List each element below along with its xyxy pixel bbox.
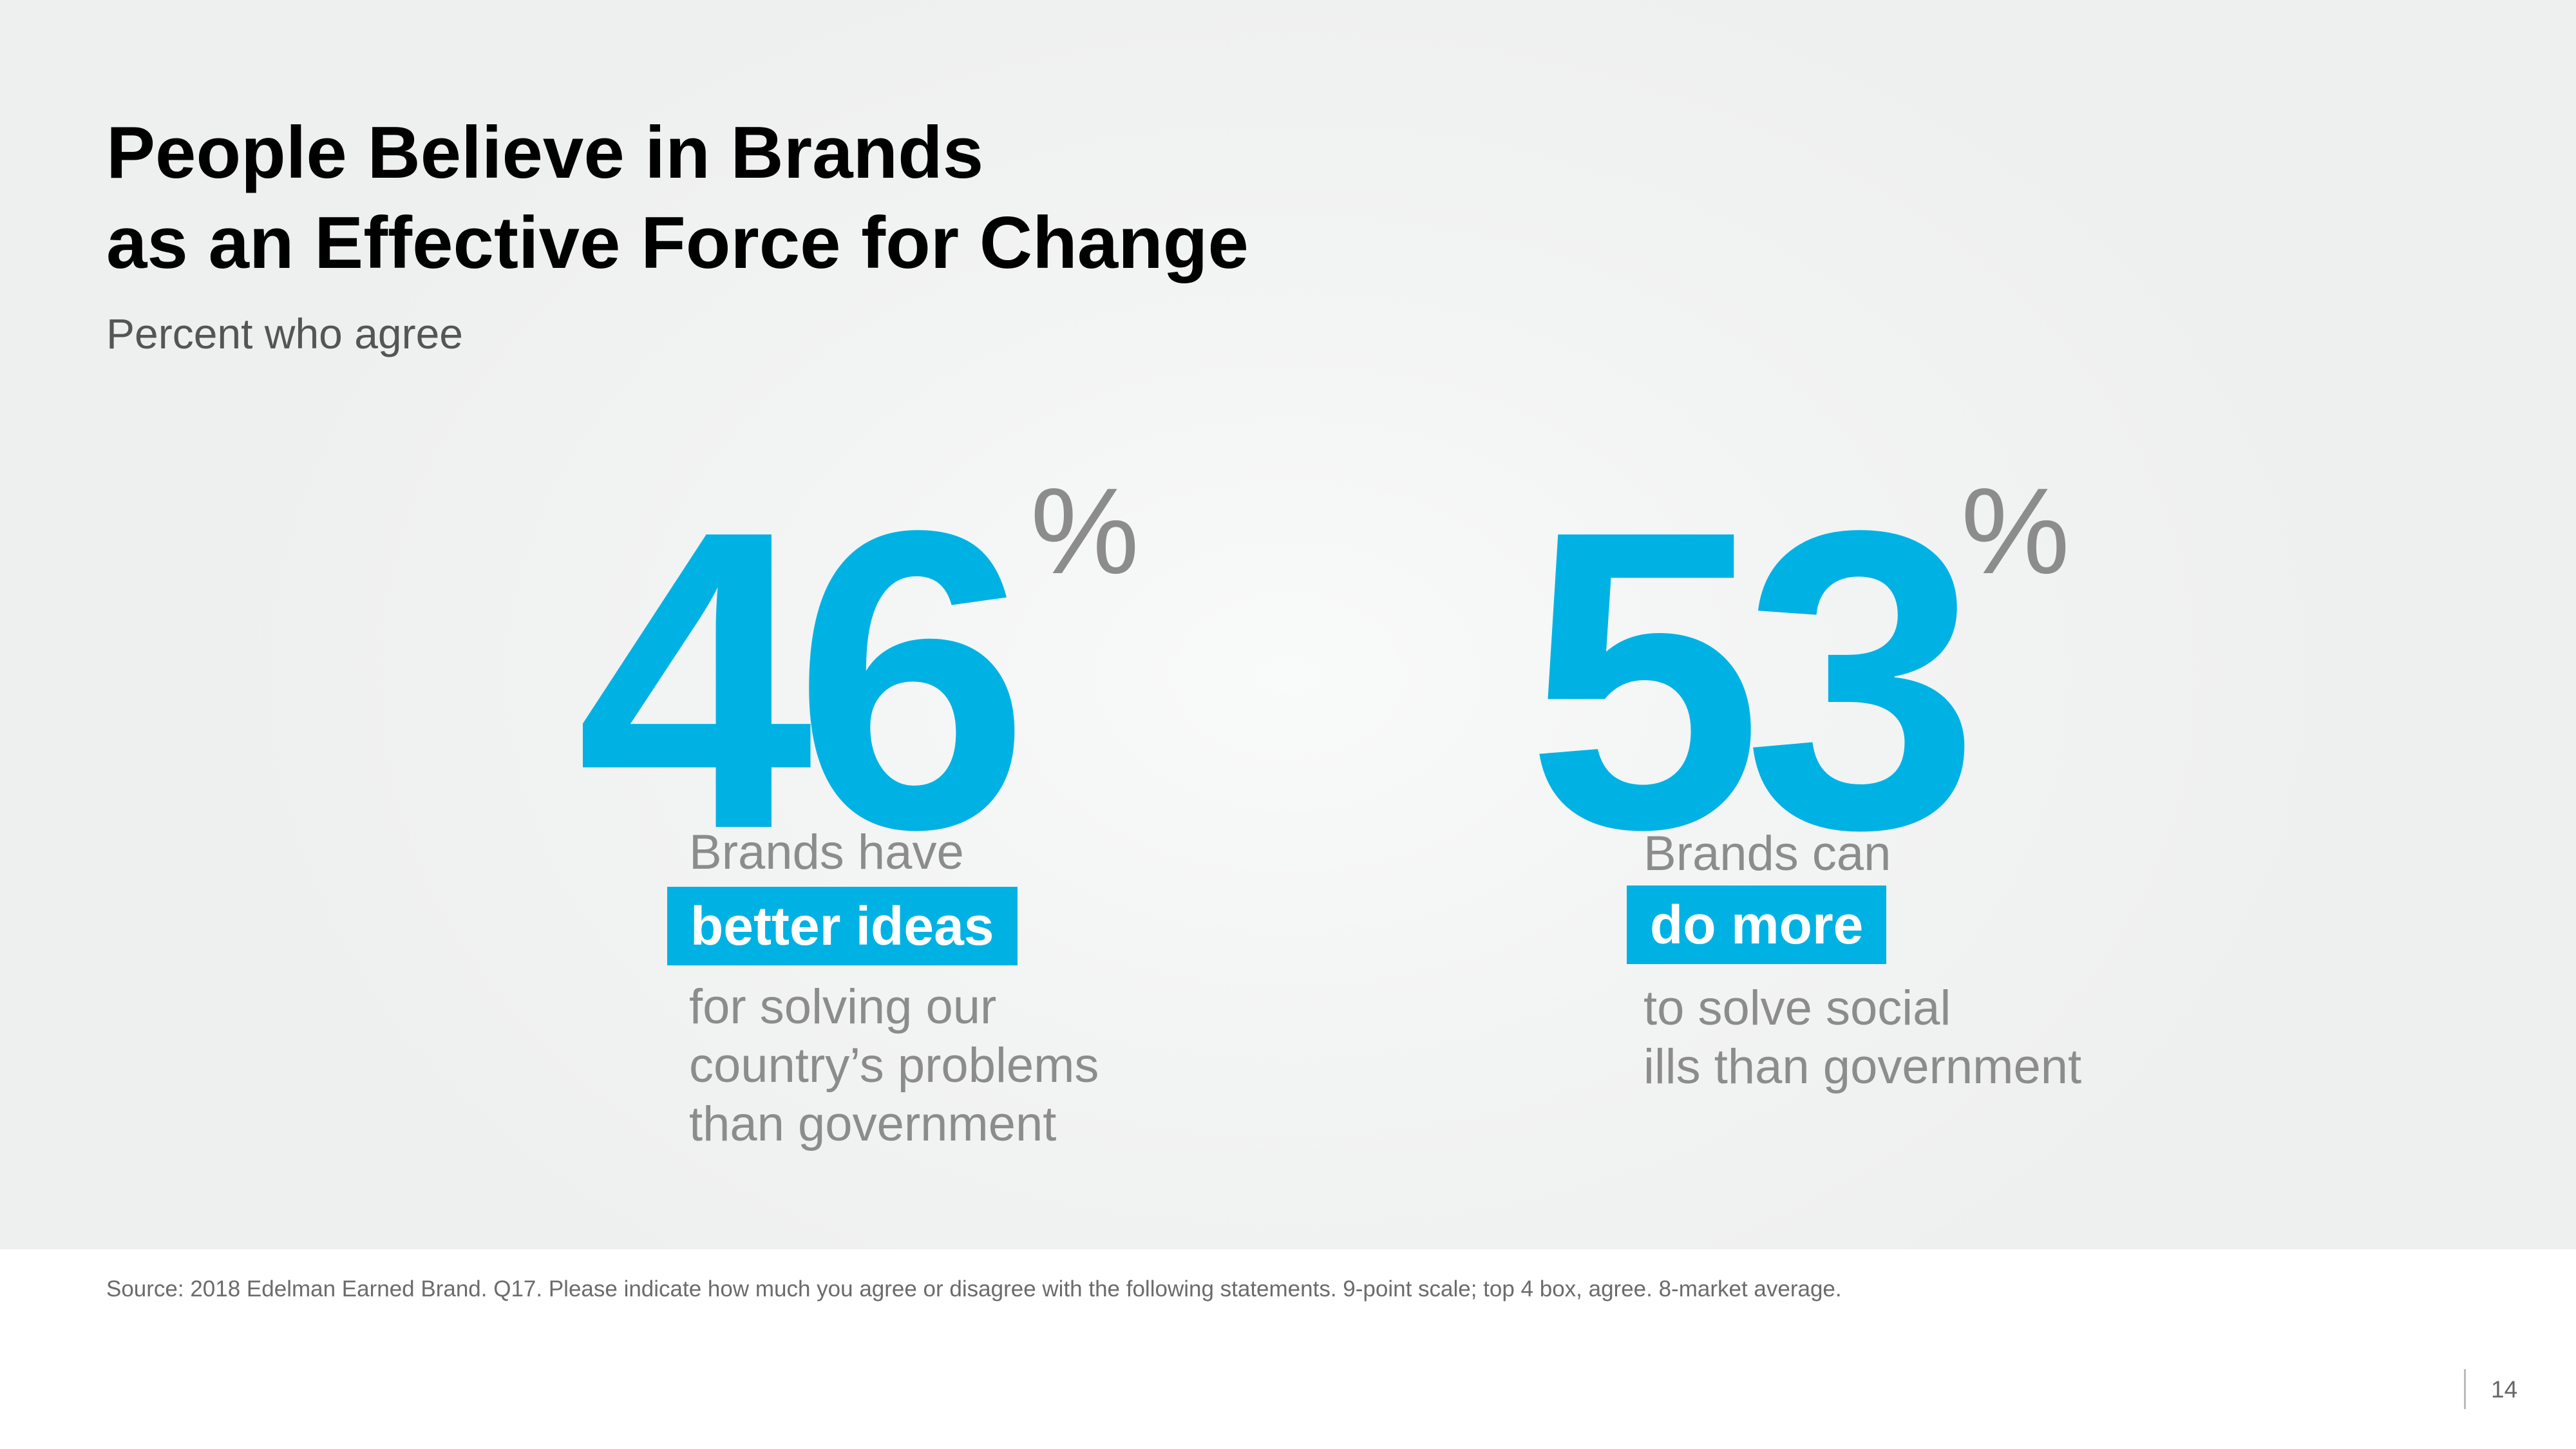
stat-unit-percent: % xyxy=(1030,463,1139,600)
stat-value-46: 46 xyxy=(576,442,1030,917)
page-number-divider xyxy=(2464,1369,2466,1409)
title-line-2: as an Effective Force for Change xyxy=(106,202,1249,284)
stat-detail-line: to solve social xyxy=(1643,981,1951,1036)
stat-detail-line: for solving our xyxy=(689,980,997,1034)
stat-detail-line: than government xyxy=(689,1097,1057,1151)
stat-value-53: 53 xyxy=(1526,442,1980,917)
content-panel xyxy=(0,0,2576,1249)
stat-unit-percent: % xyxy=(1961,463,2070,600)
stat-detail-line: ills than government xyxy=(1643,1039,2082,1094)
title-line-1: People Believe in Brands xyxy=(106,112,984,194)
page-number: 14 xyxy=(2491,1376,2518,1403)
source-footnote: Source: 2018 Edelman Earned Brand. Q17. … xyxy=(106,1276,1842,1302)
slide-title: People Believe in Brands as an Effective… xyxy=(106,108,1249,289)
stat-lead-text: Brands can xyxy=(1643,826,1891,881)
stat-highlight-badge: better ideas xyxy=(667,887,1018,965)
stat-lead-text: Brands have xyxy=(689,825,964,880)
stat-highlight-badge: do more xyxy=(1627,886,1887,964)
slide-subtitle: Percent who agree xyxy=(106,310,464,357)
stat-detail-line: country’s problems xyxy=(689,1038,1099,1093)
